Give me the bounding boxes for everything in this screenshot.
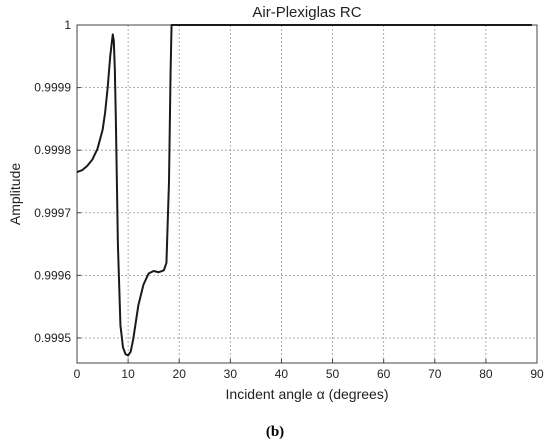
- x-tick-label: 50: [326, 367, 340, 381]
- y-axis-ticks: 0.9995 0.9996 0.9997 0.9998 0.9999 1: [34, 18, 81, 345]
- plot-area-frame: [76, 24, 538, 364]
- y-tick-label: 0.9995: [34, 331, 71, 345]
- x-axis-label: Incident angle α (degrees): [226, 386, 389, 402]
- y-tick-label: 1: [64, 18, 71, 32]
- y-axis-label: Amplitude: [7, 163, 23, 225]
- x-tick-label: 90: [530, 367, 544, 381]
- x-tick-label: 10: [121, 367, 135, 381]
- figure-caption: (b): [266, 424, 284, 440]
- x-tick-label: 30: [224, 367, 238, 381]
- x-tick-label: 0: [74, 367, 81, 381]
- x-tick-label: 60: [377, 367, 391, 381]
- x-tick-label: 80: [479, 367, 493, 381]
- x-tick-label: 70: [428, 367, 442, 381]
- y-tick-label: 0.9998: [34, 143, 71, 157]
- grid-lines: [77, 25, 537, 363]
- x-axis-ticks: 0 10 20 30 40 50 60 70 80 90: [74, 359, 544, 381]
- y-tick-label: 0.9996: [34, 268, 71, 282]
- series-line: [76, 24, 532, 357]
- x-tick-label: 20: [173, 367, 187, 381]
- y-tick-label: 0.9999: [34, 81, 71, 95]
- series-layer: [76, 24, 532, 357]
- x-tick-label: 40: [275, 367, 289, 381]
- y-tick-label: 0.9997: [34, 206, 71, 220]
- chart-title: Air-Plexiglas RC: [252, 4, 361, 21]
